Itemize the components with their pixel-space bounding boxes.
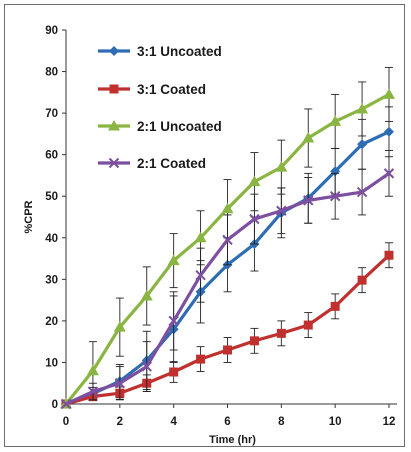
legend-label: 2:1 Coated xyxy=(137,156,206,171)
legend: 3:1 Uncoated 3:1 Coated 2:1 Uncoated 2:1 Co… xyxy=(98,44,222,171)
y-tick-label: 80 xyxy=(45,67,58,79)
data-point-square xyxy=(196,354,206,364)
y-tick-label: 30 xyxy=(45,274,58,286)
data-point-square xyxy=(223,345,232,355)
data-point-square xyxy=(303,320,313,330)
data-point-triangle xyxy=(140,289,153,301)
data-point-diamond xyxy=(384,126,394,137)
data-point-triangle xyxy=(108,120,120,131)
y-tick-label: 50 xyxy=(45,191,58,203)
x-tick-label: 6 xyxy=(224,416,230,428)
x-tick-label: 2 xyxy=(117,416,123,428)
x-tick-label: 8 xyxy=(278,416,285,428)
data-point-x xyxy=(141,361,152,372)
legend-label: 2:1 Uncoated xyxy=(137,119,222,134)
data-point-x xyxy=(303,195,314,206)
series-3 xyxy=(60,150,395,410)
data-point-square xyxy=(384,250,394,260)
data-point-x xyxy=(356,186,368,198)
chart-frame xyxy=(4,4,405,447)
data-point-x xyxy=(168,315,179,327)
legend-label: 3:1 Uncoated xyxy=(137,44,222,59)
data-point-x xyxy=(114,378,126,389)
data-point-x xyxy=(195,269,206,281)
data-point-triangle xyxy=(275,161,288,172)
data-point-diamond xyxy=(357,139,368,150)
data-point-triangle xyxy=(329,115,342,126)
data-point-x xyxy=(60,398,72,410)
y-tick-label: 20 xyxy=(45,316,58,328)
y-tick-label: 40 xyxy=(45,233,58,245)
data-point-triangle xyxy=(167,254,180,266)
data-point-triangle xyxy=(194,231,207,243)
legend-label: 3:1 Coated xyxy=(137,82,206,97)
y-tick-label: 10 xyxy=(45,357,58,369)
x-axis-title: Time (hr) xyxy=(209,434,256,446)
y-tick-label: 0 xyxy=(52,399,58,411)
x-tick-label: 4 xyxy=(170,416,177,428)
data-point-square xyxy=(249,336,259,346)
data-point-x xyxy=(87,386,99,397)
data-point-x xyxy=(329,191,341,202)
data-point-square xyxy=(276,328,286,338)
y-axis-title: %CPR xyxy=(23,200,35,233)
data-point-x xyxy=(222,234,233,246)
data-point-diamond xyxy=(109,46,119,56)
x-tick-label: 0 xyxy=(63,416,69,428)
x-tick-label: 10 xyxy=(329,416,342,428)
data-point-triangle xyxy=(383,88,395,99)
data-point-x xyxy=(276,205,287,216)
y-tick-label: 60 xyxy=(45,150,58,162)
data-point-triangle xyxy=(86,364,99,376)
x-tick-label: 12 xyxy=(383,416,396,428)
data-point-x xyxy=(108,157,120,169)
data-point-x xyxy=(249,213,260,225)
data-point-x xyxy=(383,168,395,179)
data-point-triangle xyxy=(248,175,261,187)
data-point-square xyxy=(109,84,119,94)
data-point-triangle xyxy=(302,132,315,143)
y-tick-label: 70 xyxy=(45,108,58,120)
data-point-square xyxy=(330,301,340,311)
y-tick-label: 90 xyxy=(45,25,58,37)
data-point-triangle xyxy=(221,202,234,214)
data-point-triangle xyxy=(356,102,369,114)
data-point-square xyxy=(357,275,367,285)
data-point-square xyxy=(169,367,179,377)
data-point-triangle xyxy=(113,321,126,332)
